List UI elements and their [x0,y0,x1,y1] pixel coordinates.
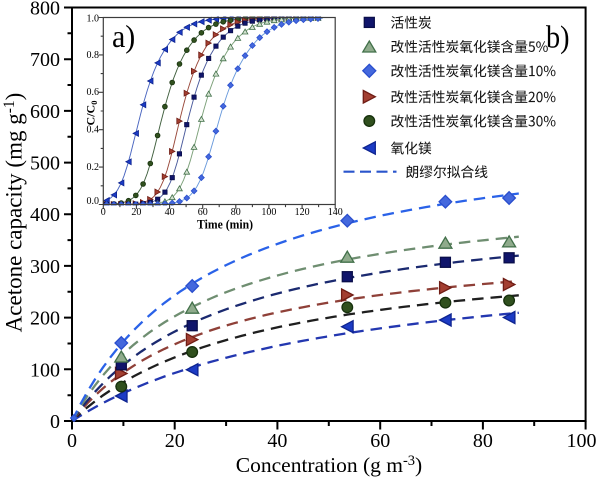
svg-text:0: 0 [50,411,60,433]
svg-text:100: 100 [30,359,60,381]
svg-text:0.0: 0.0 [87,196,100,207]
svg-text:100: 100 [261,207,276,218]
svg-text:300: 300 [30,256,60,278]
svg-text:0.8: 0.8 [87,50,100,61]
svg-text:200: 200 [30,308,60,330]
svg-text:0.4: 0.4 [87,125,100,136]
svg-text:120: 120 [295,207,310,218]
svg-text:60: 60 [198,207,208,218]
svg-text:1.0: 1.0 [87,13,100,24]
svg-text:400: 400 [30,204,60,226]
svg-text:0: 0 [67,430,77,452]
svg-text:0.2: 0.2 [87,162,100,173]
svg-text:80: 80 [231,207,241,218]
svg-text:Time (min): Time (min) [197,217,253,231]
svg-text:Concentration (g m-3): Concentration (g m-3) [236,453,422,477]
svg-text:40: 40 [267,430,287,452]
svg-text:20: 20 [165,430,185,452]
svg-text:800: 800 [30,0,60,20]
svg-text:700: 700 [30,49,60,71]
svg-text:b): b) [546,19,570,55]
svg-text:60: 60 [370,430,390,452]
svg-text:140: 140 [328,207,343,218]
svg-text:600: 600 [30,101,60,123]
svg-text:20: 20 [131,207,141,218]
svg-text:40: 40 [165,207,175,218]
svg-text:80: 80 [473,430,493,452]
svg-text:100: 100 [567,430,597,452]
svg-text:C/C0: C/C0 [84,101,100,126]
svg-text:0.6: 0.6 [87,87,100,98]
svg-text:Acetone capacity (mg g-1): Acetone capacity (mg g-1) [1,93,27,333]
svg-text:0: 0 [101,207,106,218]
svg-text:500: 500 [30,153,60,175]
svg-text:a): a) [112,18,135,54]
